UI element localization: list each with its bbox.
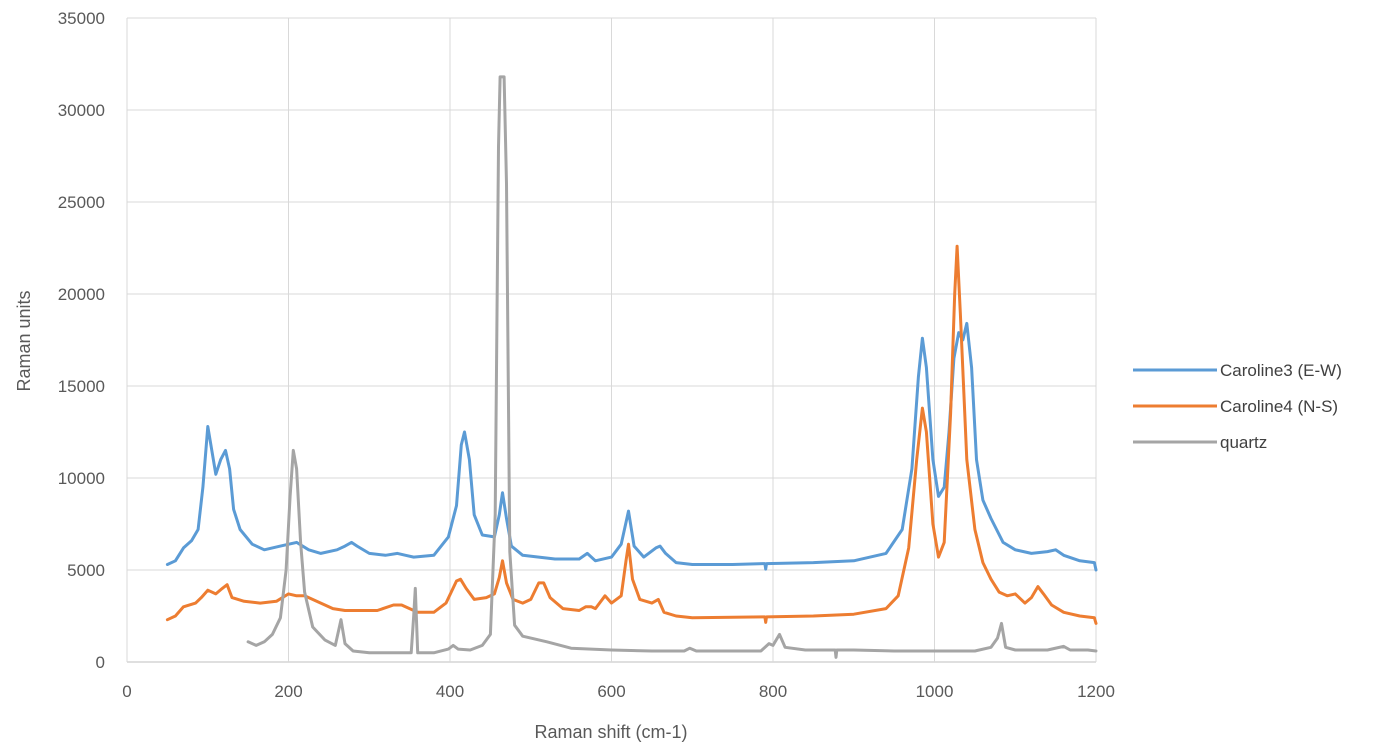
series-line-2 [246, 75, 1098, 659]
y-tick-label: 35000 [58, 9, 105, 28]
x-tick-label: 1200 [1077, 682, 1115, 701]
legend-label-1: Caroline4 (N-S) [1220, 397, 1338, 416]
x-tick-label: 600 [597, 682, 625, 701]
x-axis-title: Raman shift (cm-1) [534, 722, 687, 742]
tick-labels: 0 5000 10000 15000 20000 25000 30000 35000 0 200 4… [58, 9, 1115, 701]
x-tick-label: 0 [122, 682, 131, 701]
y-tick-label: 20000 [58, 285, 105, 304]
x-tick-label: 800 [759, 682, 787, 701]
y-axis-title: Raman units [14, 290, 34, 391]
y-tick-label: 0 [96, 653, 105, 672]
series-line-1 [165, 244, 1098, 625]
x-tick-label: 1000 [916, 682, 954, 701]
y-tick-label: 30000 [58, 101, 105, 120]
legend-label-2: quartz [1220, 433, 1267, 452]
x-tick-label: 200 [274, 682, 302, 701]
series-lines [165, 75, 1098, 659]
y-tick-label: 5000 [67, 561, 105, 580]
legend-label-0: Caroline3 (E-W) [1220, 361, 1342, 380]
x-tick-label: 400 [436, 682, 464, 701]
legend: Caroline3 (E-W) Caroline4 (N-S) quartz [1133, 361, 1342, 452]
y-tick-label: 25000 [58, 193, 105, 212]
series-line-0 [165, 321, 1098, 572]
y-tick-label: 10000 [58, 469, 105, 488]
y-tick-label: 15000 [58, 377, 105, 396]
gridlines [126, 17, 1097, 663]
